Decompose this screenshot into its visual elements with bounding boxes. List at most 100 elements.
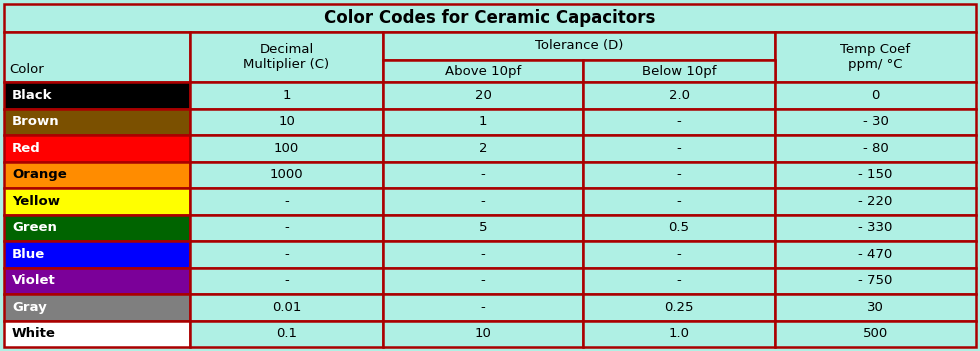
Bar <box>4 135 190 161</box>
Bar <box>190 32 383 82</box>
Text: - 30: - 30 <box>862 115 889 128</box>
Bar <box>190 241 383 267</box>
Bar <box>190 135 383 161</box>
Text: 1.0: 1.0 <box>668 327 690 340</box>
Text: 0.01: 0.01 <box>271 301 301 314</box>
Text: Black: Black <box>12 89 53 102</box>
Bar <box>583 214 775 241</box>
Text: 10: 10 <box>474 327 491 340</box>
Bar <box>383 267 583 294</box>
Text: Decimal
Multiplier (C): Decimal Multiplier (C) <box>243 43 329 71</box>
Text: 0.1: 0.1 <box>276 327 297 340</box>
Text: Green: Green <box>12 221 57 234</box>
Text: -: - <box>480 168 485 181</box>
Text: - 150: - 150 <box>858 168 893 181</box>
Text: 100: 100 <box>273 142 299 155</box>
Text: - 220: - 220 <box>858 195 893 208</box>
Text: Tolerance (D): Tolerance (D) <box>535 40 623 53</box>
Bar <box>4 294 190 320</box>
Bar <box>775 82 976 108</box>
Bar <box>4 320 190 347</box>
Text: - 330: - 330 <box>858 221 893 234</box>
Bar <box>190 108 383 135</box>
Bar <box>190 82 383 108</box>
Bar <box>383 294 583 320</box>
Bar <box>583 82 775 108</box>
Text: 0.5: 0.5 <box>668 221 690 234</box>
Text: 5: 5 <box>479 221 487 234</box>
Text: -: - <box>480 301 485 314</box>
Bar <box>775 161 976 188</box>
Bar <box>4 4 976 32</box>
Bar <box>775 294 976 320</box>
Bar <box>4 214 190 241</box>
Bar <box>190 214 383 241</box>
Text: -: - <box>676 142 681 155</box>
Bar <box>4 82 190 108</box>
Bar <box>383 108 583 135</box>
Text: 1: 1 <box>282 89 291 102</box>
Text: Red: Red <box>12 142 41 155</box>
Bar <box>383 161 583 188</box>
Bar <box>583 294 775 320</box>
Bar <box>775 267 976 294</box>
Text: Below 10pf: Below 10pf <box>642 65 716 78</box>
Bar <box>775 214 976 241</box>
Bar <box>4 108 190 135</box>
Text: Orange: Orange <box>12 168 67 181</box>
Bar <box>583 188 775 214</box>
Bar <box>383 241 583 267</box>
Text: - 750: - 750 <box>858 274 893 287</box>
Bar <box>583 60 775 82</box>
Text: -: - <box>676 168 681 181</box>
Text: -: - <box>284 221 289 234</box>
Text: 500: 500 <box>862 327 888 340</box>
Text: -: - <box>676 248 681 261</box>
Bar <box>775 241 976 267</box>
Bar <box>583 241 775 267</box>
Bar <box>383 188 583 214</box>
Text: -: - <box>284 248 289 261</box>
Text: -: - <box>480 195 485 208</box>
Bar <box>383 320 583 347</box>
Bar <box>4 188 190 214</box>
Bar <box>383 82 583 108</box>
Text: Blue: Blue <box>12 248 45 261</box>
Text: -: - <box>676 274 681 287</box>
Bar <box>190 161 383 188</box>
Text: Color: Color <box>9 63 44 76</box>
Text: -: - <box>676 195 681 208</box>
Text: Violet: Violet <box>12 274 56 287</box>
Text: Yellow: Yellow <box>12 195 60 208</box>
Bar <box>583 161 775 188</box>
Text: -: - <box>480 274 485 287</box>
Text: Color Codes for Ceramic Capacitors: Color Codes for Ceramic Capacitors <box>324 9 656 27</box>
Text: 30: 30 <box>867 301 884 314</box>
Text: -: - <box>676 115 681 128</box>
Text: 0.25: 0.25 <box>664 301 694 314</box>
Bar <box>4 267 190 294</box>
Text: 10: 10 <box>278 115 295 128</box>
Text: 1: 1 <box>479 115 487 128</box>
Bar <box>4 32 190 82</box>
Bar <box>583 135 775 161</box>
Text: - 470: - 470 <box>858 248 893 261</box>
Bar <box>583 320 775 347</box>
Bar <box>4 161 190 188</box>
Text: Brown: Brown <box>12 115 60 128</box>
Bar <box>775 135 976 161</box>
Bar <box>775 108 976 135</box>
Bar <box>583 267 775 294</box>
Bar <box>4 241 190 267</box>
Text: -: - <box>480 248 485 261</box>
Text: Above 10pf: Above 10pf <box>445 65 521 78</box>
Bar <box>775 320 976 347</box>
Bar <box>383 214 583 241</box>
Bar <box>583 108 775 135</box>
Text: 2: 2 <box>479 142 487 155</box>
Text: 0: 0 <box>871 89 880 102</box>
Bar <box>383 32 775 60</box>
Bar <box>190 294 383 320</box>
Bar <box>190 188 383 214</box>
Text: -: - <box>284 274 289 287</box>
